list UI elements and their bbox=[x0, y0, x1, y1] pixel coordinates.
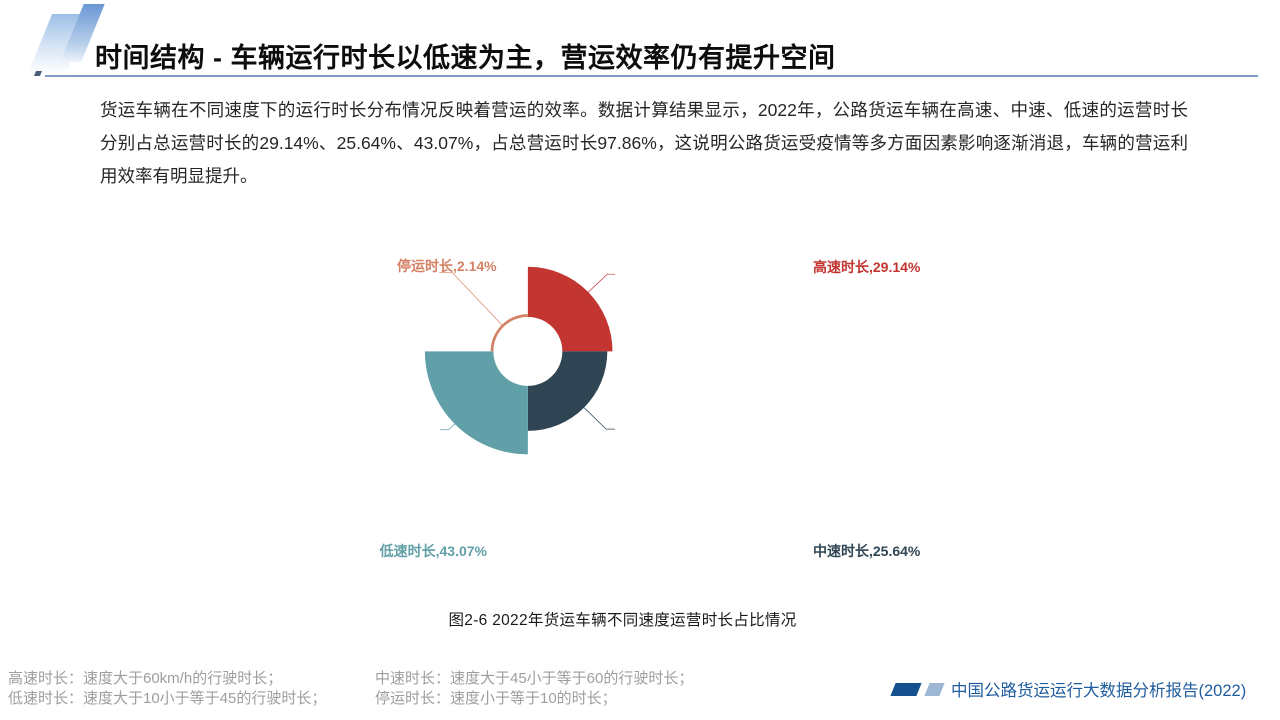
footnote-mid-speed: 中速时长：速度大于45小于等于60的行驶时长； bbox=[375, 670, 694, 687]
leader-line-中速时长 bbox=[584, 407, 615, 430]
leader-line-低速时长 bbox=[440, 421, 458, 431]
chart-label-mid-speed-time: 中速时长,25.64% bbox=[813, 543, 921, 559]
footnote-column-2: 中速时长：速度大于45小于等于60的行驶时长； 停运时长：速度小于等于10的时长… bbox=[375, 669, 693, 708]
rose-segment-中速时长 bbox=[527, 351, 608, 431]
body-paragraph: 货运车辆在不同速度下的运行时长分布情况反映着营运的效率。数据计算结果显示，202… bbox=[100, 100, 1188, 186]
leader-line-停运时长 bbox=[439, 272, 503, 326]
header-slash-tip-dot bbox=[33, 71, 43, 76]
title-underline bbox=[45, 75, 1258, 77]
footer-parallelogram-dark bbox=[890, 683, 922, 696]
footnote-low-speed: 低速时长：速度大于10小于等于45的行驶时长； bbox=[8, 689, 327, 707]
footnote-stop-time: 停运时长：速度小于等于10的时长； bbox=[375, 689, 617, 707]
rose-segment-停运时长 bbox=[490, 314, 528, 352]
leader-line-高速时长 bbox=[586, 273, 615, 295]
rose-chart bbox=[424, 266, 615, 455]
footer-parallelogram-light bbox=[924, 683, 945, 696]
chart-label-high-speed-time: 高速时长,29.14% bbox=[813, 259, 921, 275]
page-title: 时间结构 - 车辆运行时长以低速为主，营运效率仍有提升空间 bbox=[95, 43, 836, 73]
chart-caption: 图2-6 2022年货运车辆不同速度运营时长占比情况 bbox=[448, 612, 797, 629]
chart-label-stop-time: 停运时长,2.14% bbox=[397, 258, 497, 274]
footer-report-title: 中国公路货运运行大数据分析报告(2022) bbox=[951, 682, 1247, 700]
rose-segment-低速时长 bbox=[424, 351, 528, 455]
rose-segment-高速时长 bbox=[527, 266, 613, 352]
footnote-column-1: 高速时长：速度大于60km/h的行驶时长； 低速时长：速度大于10小于等于45的… bbox=[8, 669, 326, 708]
footnote-high-speed: 高速时长：速度大于60km/h的行驶时长； bbox=[8, 670, 283, 687]
chart-label-low-speed-time: 低速时长,43.07% bbox=[379, 543, 487, 559]
